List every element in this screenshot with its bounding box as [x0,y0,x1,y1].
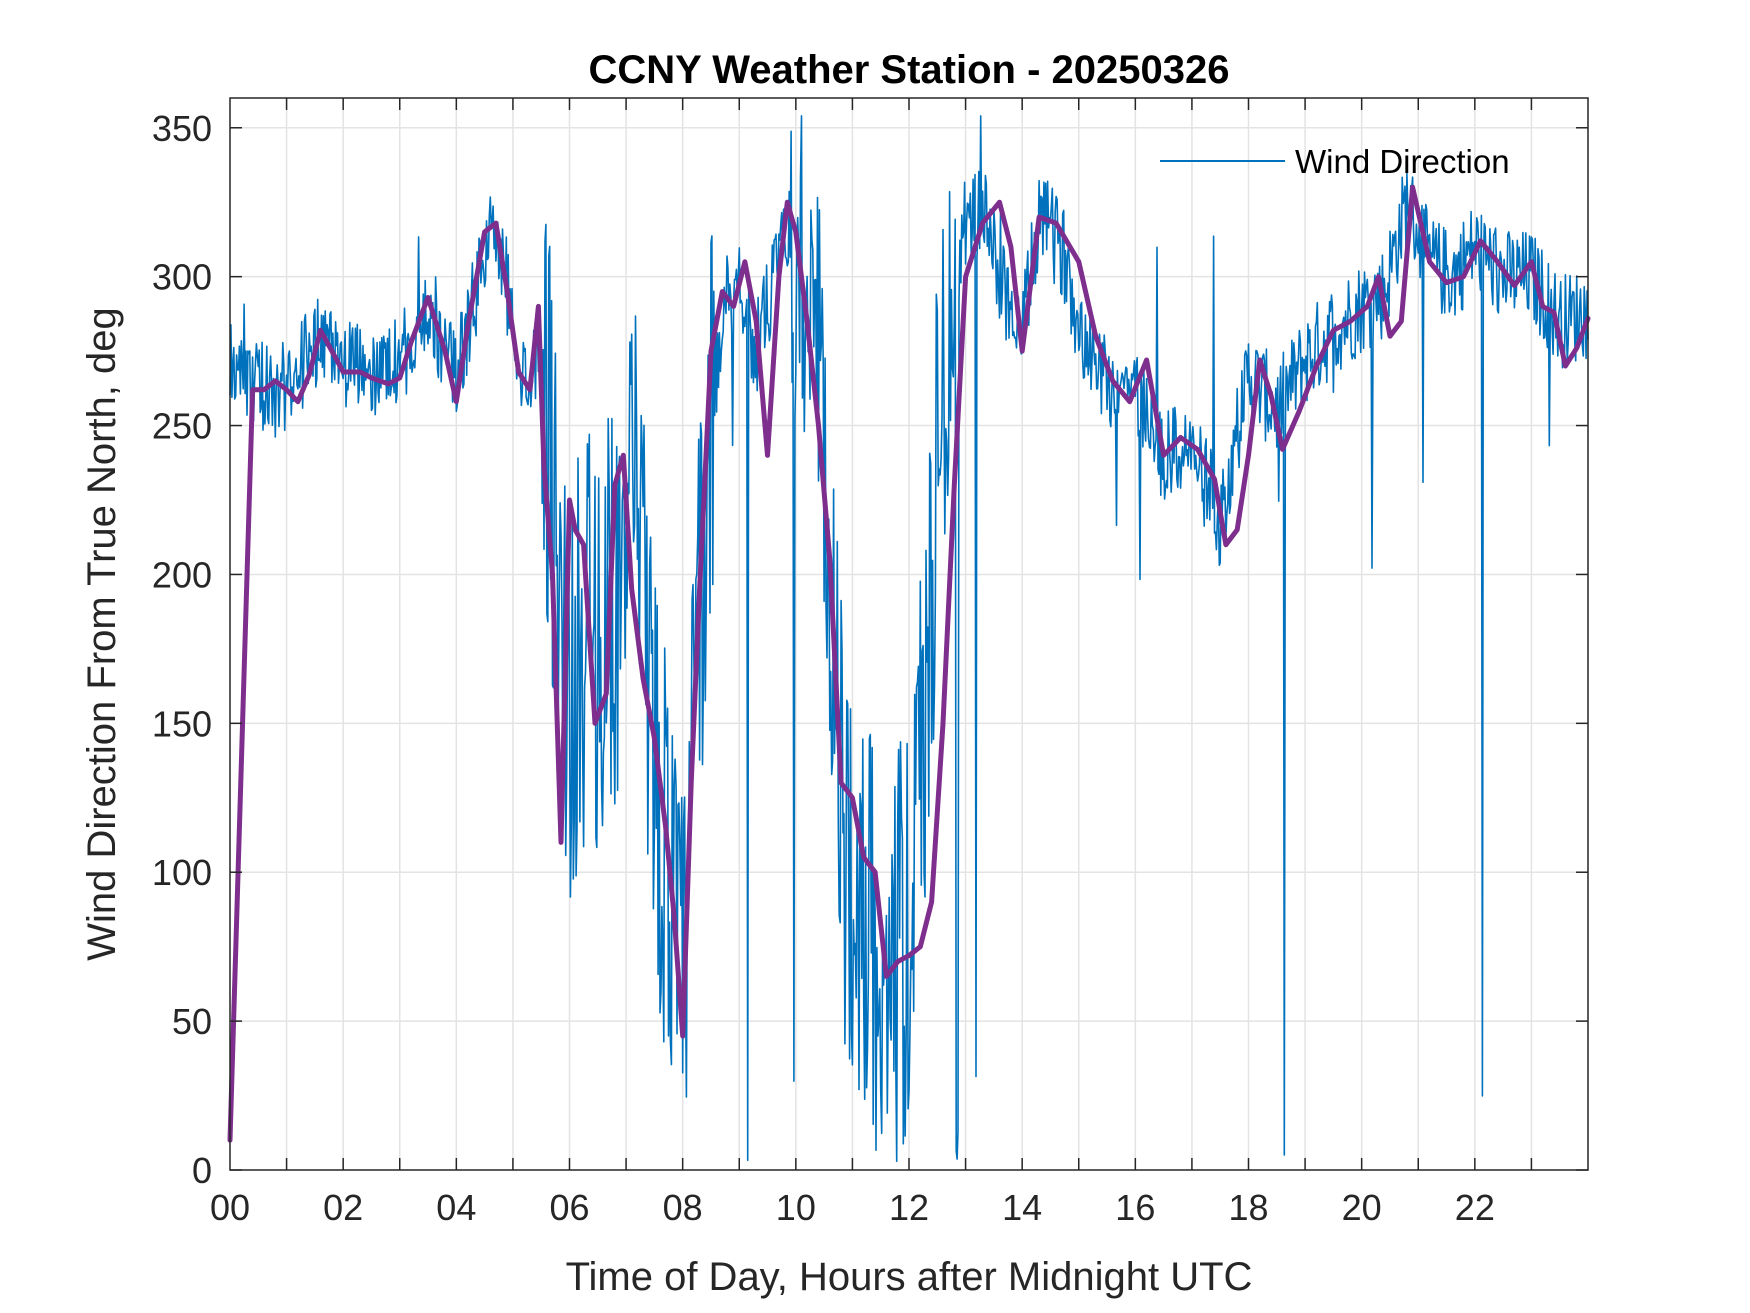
y-tick-labels: 0 50 100 150 200 250 300 350 [152,108,212,1191]
x-tick-label: 22 [1455,1187,1495,1228]
x-tick-label: 02 [323,1187,363,1228]
y-tick-label: 100 [152,852,212,893]
x-tick-label: 20 [1342,1187,1382,1228]
x-tick-label: 16 [1115,1187,1155,1228]
y-tick-label: 50 [172,1001,212,1042]
x-axis-label: Time of Day, Hours after Midnight UTC [566,1255,1253,1299]
x-tick-label: 08 [663,1187,703,1228]
x-tick-label: 06 [549,1187,589,1228]
chart-title: CCNY Weather Station - 20250326 [589,48,1230,92]
y-tick-label: 200 [152,554,212,595]
y-tick-label: 350 [152,108,212,149]
x-tick-label: 12 [889,1187,929,1228]
x-tick-label: 10 [776,1187,816,1228]
legend-label: Wind Direction [1295,143,1510,180]
y-tick-label: 300 [152,257,212,298]
tick-marks [230,98,1588,1171]
y-tick-label: 0 [192,1150,212,1191]
legend: Wind Direction [1160,143,1510,180]
y-axis-label: Wind Direction From True North, deg [80,307,124,961]
y-tick-label: 250 [152,406,212,447]
x-tick-labels: 00 02 04 06 08 10 12 14 16 18 20 22 [210,1187,1495,1228]
series-wind-direction [229,115,1589,1163]
series-moving-average [227,184,1591,1143]
x-tick-label: 00 [210,1187,250,1228]
x-tick-label: 14 [1002,1187,1042,1228]
x-tick-label: 18 [1228,1187,1268,1228]
y-tick-label: 150 [152,703,212,744]
x-tick-label: 04 [436,1187,476,1228]
series-layer [227,115,1591,1163]
